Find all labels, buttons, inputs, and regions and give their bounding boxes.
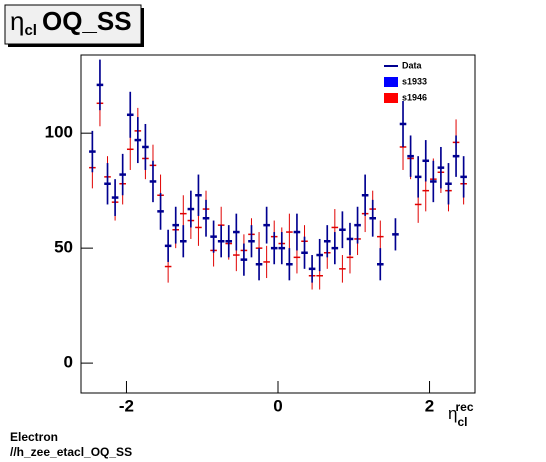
plot-frame	[80, 54, 476, 394]
legend-label: s1933	[402, 76, 427, 86]
title-shadow	[141, 8, 144, 47]
legend-swatch	[384, 93, 398, 103]
x-tick-label: 2	[425, 396, 434, 415]
y-tick-label: 100	[45, 123, 73, 142]
y-tick-label: 0	[64, 353, 73, 372]
legend-label: s1946	[402, 92, 427, 102]
legend-swatch	[384, 77, 398, 87]
title-shadow	[8, 44, 144, 47]
x-tick-label: -2	[119, 396, 134, 415]
footer-text: Electron	[10, 430, 58, 444]
x-tick-label: 0	[273, 396, 282, 415]
legend-label: Data	[402, 60, 423, 70]
title: ηcl OQ_SS	[10, 6, 132, 39]
footer-text: //h_zee_etacl_OQ_SS	[10, 445, 132, 459]
y-tick-label: 50	[54, 238, 73, 257]
title-box	[4, 4, 142, 45]
x-axis-label: ηclrec	[448, 400, 474, 429]
